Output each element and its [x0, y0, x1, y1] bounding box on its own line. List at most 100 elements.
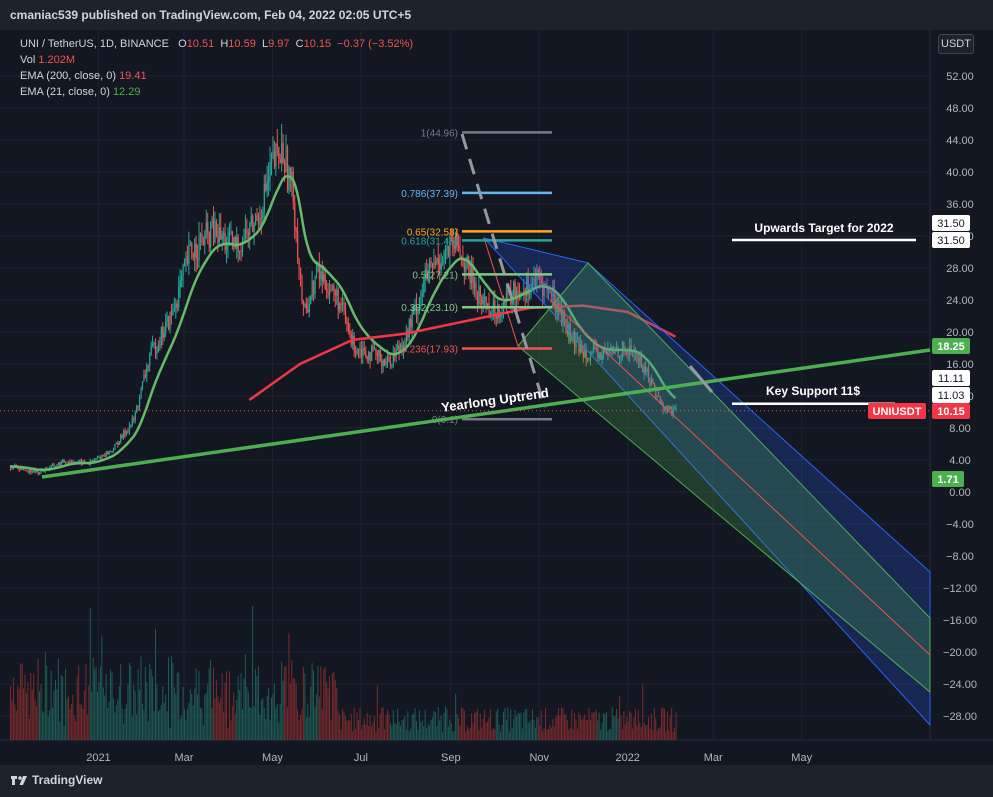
volume-bar: [621, 729, 623, 740]
ema200-row[interactable]: EMA (200, close, 0) 19.41: [20, 68, 413, 84]
volume-bar: [414, 708, 416, 740]
price-axis-label-bg: [868, 403, 926, 419]
volume-bar: [70, 704, 72, 740]
candle-body: [375, 349, 377, 354]
candle-body: [278, 146, 280, 159]
candle-body: [223, 233, 225, 236]
candle-body: [95, 458, 97, 460]
y-tick-label: −12.00: [943, 583, 977, 595]
volume-bar: [181, 715, 183, 740]
candle-body: [244, 229, 247, 239]
volume-bar: [672, 731, 674, 740]
candle-body: [484, 296, 486, 300]
volume-bar: [371, 726, 373, 740]
x-tick-label: May: [791, 752, 812, 764]
candle-body: [101, 455, 103, 459]
candle-body: [121, 435, 123, 438]
candle-body: [437, 257, 439, 265]
candle-body: [321, 271, 323, 282]
candle-body: [263, 183, 265, 212]
candle-body: [627, 353, 629, 355]
candle-body: [120, 435, 122, 442]
volume-bar: [334, 680, 336, 740]
candle-body: [199, 234, 202, 237]
volume-bar: [636, 724, 638, 740]
candle-body: [289, 167, 292, 180]
candle-body: [102, 455, 104, 457]
volume-bar: [416, 721, 417, 740]
volume-bar: [170, 656, 172, 740]
candle-body: [585, 350, 587, 359]
volume-bar: [388, 713, 390, 740]
candle-body: [175, 303, 177, 309]
candle-body: [24, 468, 26, 470]
candle-body: [646, 369, 648, 373]
tradingview-logo[interactable]: TradingView: [10, 773, 102, 787]
candle-body: [495, 314, 497, 319]
candle-body: [450, 238, 452, 240]
candle-body: [371, 345, 373, 362]
candle-body: [472, 267, 474, 289]
candle-body: [246, 229, 248, 233]
volume-bar: [372, 722, 374, 740]
ema200-label: EMA (200, close, 0): [20, 70, 116, 82]
candle-body: [587, 358, 589, 360]
volume-bar: [252, 605, 254, 740]
candle-body: [340, 303, 342, 305]
candle-body: [37, 469, 39, 475]
volume-bar: [353, 707, 355, 740]
currency-button[interactable]: USDT: [938, 34, 974, 54]
volume-bar: [336, 687, 338, 740]
volume-bar: [301, 709, 303, 740]
candle-body: [598, 352, 600, 359]
volume-bar: [475, 711, 477, 740]
volume-bar: [620, 715, 622, 740]
candle-body: [43, 470, 45, 472]
symbol-name[interactable]: UNI / TetherUS, 1D, BINANCE: [20, 38, 169, 50]
candle-body: [62, 460, 64, 463]
candle-body: [591, 351, 593, 354]
candle-body: [575, 338, 577, 348]
volume-bar: [53, 690, 55, 740]
candle-body: [327, 291, 329, 296]
volume-bar: [642, 684, 644, 740]
volume-bar: [507, 707, 509, 740]
volume-bar: [242, 709, 243, 740]
volume-bar: [581, 720, 583, 740]
candle-body: [543, 283, 545, 297]
volume-bar: [313, 670, 315, 740]
candle-body: [600, 352, 602, 360]
candle-body: [479, 285, 481, 297]
candle-body: [505, 291, 508, 300]
volume-bar: [598, 712, 600, 740]
candle-body: [165, 321, 167, 333]
volume-bar: [665, 731, 667, 740]
fib-level-label: 0.382(23.10): [401, 303, 458, 314]
candle-body: [400, 344, 402, 352]
volume-row[interactable]: Vol 1.202M: [20, 52, 413, 68]
volume-bar: [521, 728, 523, 740]
volume-bar: [610, 729, 612, 740]
volume-bar: [661, 708, 663, 740]
candle-body: [185, 256, 187, 263]
candle-body: [603, 348, 605, 356]
price-chart[interactable]: 52.0048.0044.0040.0036.0032.0028.0024.00…: [0, 30, 993, 765]
volume-bar: [136, 714, 138, 740]
volume-bar: [266, 695, 268, 740]
volume-bar: [616, 708, 618, 740]
volume-bar: [389, 723, 391, 740]
volume-bar: [250, 708, 252, 740]
volume-bar: [508, 731, 510, 740]
candle-body: [388, 356, 390, 362]
candle-body: [455, 232, 457, 249]
volume-bar: [346, 720, 348, 740]
volume-bar: [236, 699, 238, 740]
candle-body: [33, 469, 35, 472]
volume-bar: [543, 728, 545, 740]
volume-bar: [366, 712, 368, 740]
volume-bar: [249, 707, 251, 740]
volume-bar: [608, 729, 610, 740]
ema21-row[interactable]: EMA (21, close, 0) 12.29: [20, 84, 413, 100]
volume-bar: [179, 718, 181, 740]
symbol-row[interactable]: UNI / TetherUS, 1D, BINANCE O10.51 H10.5…: [20, 36, 413, 52]
